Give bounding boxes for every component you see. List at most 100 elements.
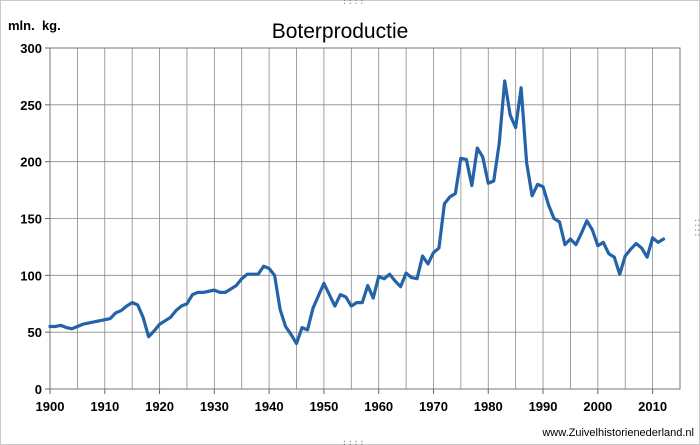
data-point-1981: [492, 179, 495, 183]
data-point-1985: [514, 126, 517, 129]
data-point-1954: [344, 295, 348, 299]
x-tick-label: 1930: [200, 399, 229, 414]
data-point-1972: [443, 202, 446, 205]
data-point-1999: [591, 228, 594, 232]
data-point-1941: [273, 274, 276, 277]
data-point-1901: [54, 325, 57, 328]
data-point-1959: [372, 296, 375, 300]
data-point-2008: [640, 246, 643, 250]
data-point-1907: [87, 321, 90, 325]
data-point-1923: [174, 309, 178, 312]
data-point-1984: [508, 113, 512, 117]
data-point-1996: [574, 243, 578, 246]
y-axis-unit-label: mln. kg.: [8, 18, 61, 33]
data-point-1974: [454, 192, 457, 195]
data-point-1952: [333, 304, 337, 308]
data-point-2000: [596, 244, 600, 247]
data-point-1950: [322, 282, 326, 285]
top-resize-handle[interactable]: ::::: [342, 0, 366, 6]
data-point-1947: [306, 328, 309, 332]
data-point-1939: [262, 265, 265, 268]
data-point-1925: [185, 302, 189, 305]
y-tick-label: 50: [28, 325, 42, 340]
data-point-1929: [207, 290, 211, 293]
data-point-2007: [634, 242, 638, 245]
x-axis-ticks: 1900 1910 1920 1930 1940 1950 1960 1970 1980 1990…: [36, 389, 667, 414]
data-point-1948: [311, 307, 315, 310]
data-point-1933: [229, 287, 232, 291]
data-point-1966: [410, 276, 413, 279]
x-tick-label: 2010: [638, 399, 667, 414]
y-tick-label: 100: [20, 268, 42, 283]
data-point-1938: [256, 273, 260, 276]
y-tick-label: 300: [20, 41, 42, 56]
right-resize-handle[interactable]: ::::: [693, 218, 700, 238]
website-credit[interactable]: www.Zuivelhistorienederland.nl: [541, 427, 694, 439]
data-point-2002: [607, 252, 610, 255]
data-point-1973: [448, 195, 452, 199]
data-point-1920: [158, 323, 161, 326]
data-point-1970: [432, 251, 435, 254]
data-point-1900: [48, 325, 52, 328]
data-point-1969: [426, 262, 430, 266]
x-tick-label: 1920: [145, 399, 174, 414]
data-point-1915: [130, 301, 134, 304]
data-point-2010: [651, 236, 654, 240]
data-point-1902: [59, 324, 63, 327]
data-point-1968: [421, 254, 424, 258]
data-point-2003: [613, 255, 616, 259]
data-point-1924: [180, 304, 183, 308]
data-point-1988: [530, 194, 534, 197]
data-point-1928: [202, 291, 205, 294]
data-point-1956: [355, 301, 358, 304]
chart-title: Boterproductie: [272, 20, 409, 43]
y-axis-ticks: 0 50 100 150 200 250 300: [20, 41, 50, 397]
bottom-resize-handle[interactable]: ::::: [342, 438, 366, 445]
data-point-1998: [585, 219, 589, 222]
data-point-1977: [470, 184, 474, 187]
data-point-1992: [552, 217, 556, 220]
data-point-1960: [377, 275, 380, 278]
data-point-1967: [415, 277, 419, 280]
data-point-1922: [169, 316, 172, 319]
data-point-1994: [563, 243, 567, 246]
x-tick-label: 1910: [90, 399, 119, 414]
data-point-1914: [125, 304, 128, 308]
data-point-1908: [92, 320, 96, 324]
x-tick-label: 1960: [364, 399, 393, 414]
data-point-1945: [295, 342, 298, 345]
data-point-1964: [399, 285, 402, 288]
data-point-1913: [120, 309, 123, 312]
data-point-1943: [284, 325, 287, 328]
data-point-1916: [136, 303, 139, 307]
data-point-2006: [629, 247, 632, 251]
data-point-1965: [404, 271, 408, 275]
data-point-1975: [459, 157, 463, 160]
x-tick-label: 2000: [583, 399, 612, 414]
y-tick-label: 250: [20, 98, 42, 113]
data-point-1917: [141, 316, 145, 319]
data-point-1942: [278, 308, 282, 311]
data-point-1904: [70, 327, 74, 330]
data-point-1991: [547, 203, 550, 207]
data-point-1937: [251, 273, 254, 276]
data-point-1909: [98, 319, 101, 322]
data-point-1940: [267, 267, 271, 270]
data-point-1921: [163, 319, 167, 322]
data-point-2005: [624, 254, 627, 258]
data-point-1903: [65, 326, 68, 329]
data-point-1935: [240, 277, 243, 280]
x-tick-label: 1980: [474, 399, 503, 414]
data-point-1906: [81, 323, 85, 326]
y-tick-label: 0: [35, 382, 42, 397]
data-point-1976: [465, 158, 468, 161]
gridlines: [49, 47, 681, 390]
data-point-1955: [350, 304, 353, 308]
data-point-1997: [580, 232, 583, 235]
data-point-1946: [300, 326, 304, 329]
data-point-1953: [339, 293, 342, 296]
data-point-1919: [152, 329, 156, 333]
data-point-1978: [476, 146, 479, 150]
data-point-1912: [114, 311, 117, 315]
